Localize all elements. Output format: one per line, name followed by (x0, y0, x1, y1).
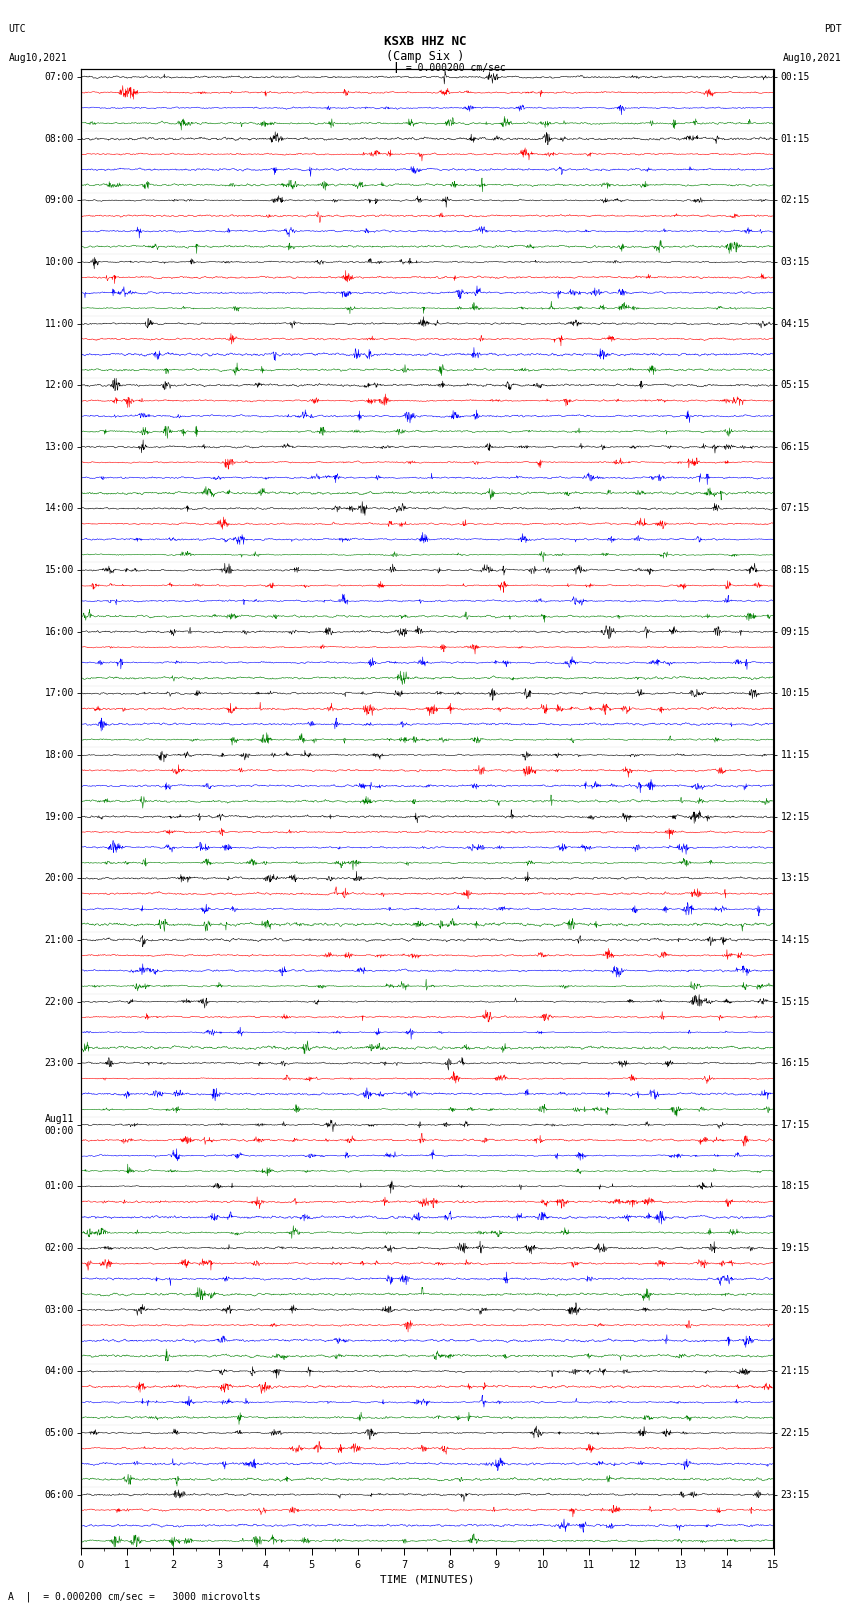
Text: |: | (392, 63, 399, 73)
X-axis label: TIME (MINUTES): TIME (MINUTES) (380, 1574, 474, 1584)
Text: KSXB HHZ NC: KSXB HHZ NC (383, 35, 467, 48)
Text: A  |  = 0.000200 cm/sec =   3000 microvolts: A | = 0.000200 cm/sec = 3000 microvolts (8, 1592, 261, 1602)
Text: = 0.000200 cm/sec: = 0.000200 cm/sec (400, 63, 505, 73)
Text: (Camp Six ): (Camp Six ) (386, 50, 464, 63)
Text: UTC: UTC (8, 24, 26, 34)
Text: Aug10,2021: Aug10,2021 (783, 53, 842, 63)
Text: PDT: PDT (824, 24, 842, 34)
Text: Aug10,2021: Aug10,2021 (8, 53, 67, 63)
